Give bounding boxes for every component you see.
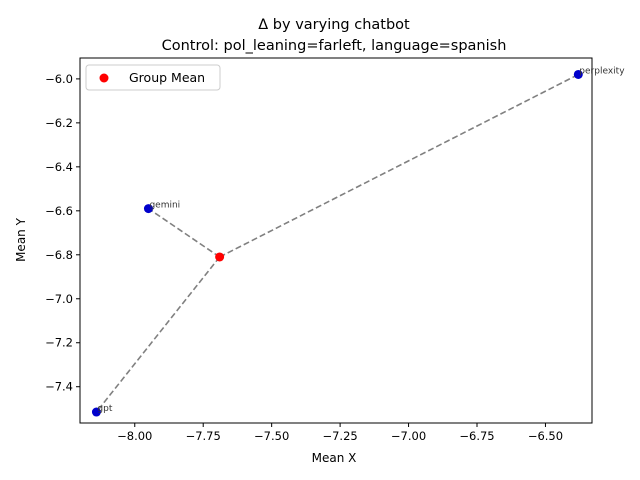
x-tick-label: −6.50 — [528, 429, 563, 443]
y-tick-label: −7.2 — [45, 336, 73, 350]
y-tick-label: −6.8 — [45, 248, 73, 262]
x-axis-ticks: −8.00 −7.75 −7.50 −7.25 −7.00 −6.75 −6.50 — [117, 423, 563, 443]
legend-box — [85, 64, 221, 91]
x-tick-label: −7.75 — [186, 429, 221, 443]
y-tick-label: −7.0 — [45, 292, 73, 306]
y-tick-label: −6.4 — [45, 160, 73, 174]
plot-frame — [79, 57, 593, 424]
y-tick-label: −7.4 — [45, 380, 73, 394]
point-label-gpt: gpt — [97, 404, 112, 414]
connector-line-gemini — [147, 207, 221, 258]
connector-lines — [95, 73, 579, 413]
x-tick-label: −8.00 — [117, 429, 152, 443]
y-tick-label: −6.6 — [45, 204, 73, 218]
data-point-gemini — [143, 204, 153, 214]
legend: Group Mean — [85, 64, 221, 91]
point-label-gemini: gemini — [149, 201, 180, 211]
group-mean-point — [215, 252, 225, 262]
x-tick-label: −7.50 — [254, 429, 289, 443]
x-tick-label: −7.00 — [391, 429, 426, 443]
y-axis-ticks: −6.0 −6.2 −6.4 −6.6 −6.8 −7.0 −7.2 −7.4 — [45, 72, 80, 394]
y-axis-label: Mean Y — [14, 217, 28, 262]
x-axis-label: Mean X — [312, 451, 357, 465]
y-tick-label: −6.0 — [45, 72, 73, 86]
connector-line-gpt — [95, 256, 221, 413]
point-label-perplexity: perplexity — [579, 66, 625, 76]
x-tick-label: −6.75 — [459, 429, 494, 443]
data-point-gpt — [91, 407, 101, 417]
data-point-perplexity — [573, 69, 583, 79]
legend-label-group-mean: Group Mean — [129, 70, 205, 85]
y-tick-label: −6.2 — [45, 116, 73, 130]
x-tick-label: −7.25 — [322, 429, 357, 443]
data-points: gemini gpt perplexity — [91, 66, 625, 417]
connector-line-perplexity — [219, 73, 579, 258]
legend-marker-group-mean — [99, 73, 109, 83]
chart-subtitle: Control: pol_leaning=farleft, language=s… — [162, 38, 507, 54]
chart-title: Δ by varying chatbot — [258, 17, 410, 33]
